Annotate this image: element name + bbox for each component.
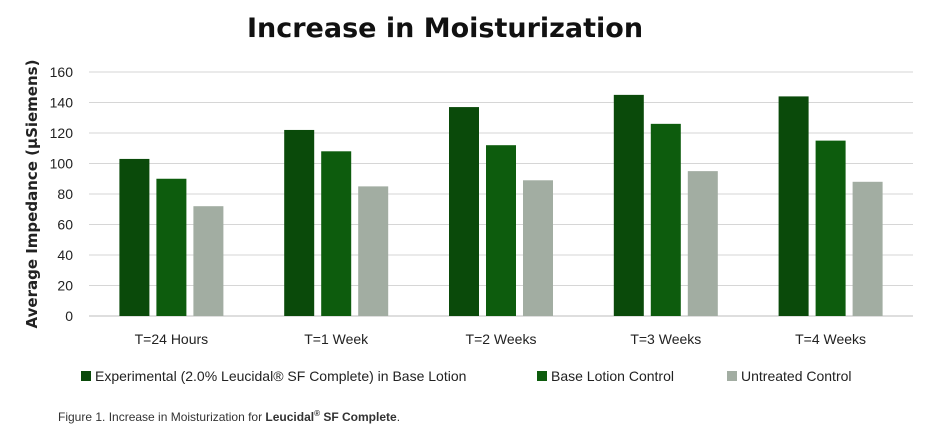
y-axis-label: Average Impedance (µSiemens) [23,60,41,329]
caption-product-name: Leucidal [265,410,315,424]
bar [321,151,352,316]
chart-title: Increase in Moisturization [247,13,643,44]
y-axis-ticks: 0 20 40 60 80 100 120 140 160 [50,64,74,324]
y-tick-label: 120 [50,125,74,141]
bar [449,107,479,316]
legend-entry: Experimental (2.0% Leucidal® SF Complete… [95,368,466,384]
bar [486,145,516,316]
bars [119,94,883,317]
x-category-label: T=2 Weeks [466,331,537,347]
y-tick-label: 60 [57,217,73,233]
x-axis-categories: T=24 Hours T=1 Week T=2 Weeks T=3 Weeks T=4 … [135,331,866,347]
bar [613,94,644,316]
legend-swatch [81,371,91,381]
caption-product-suffix: SF Complete [320,410,397,424]
caption-product: Leucidal® SF Complete [265,409,397,425]
y-tick-label: 160 [50,64,74,80]
bar [358,186,389,316]
x-category-label: T=4 Weeks [795,331,866,347]
caption-end: . [396,410,401,424]
x-category-label: T=3 Weeks [630,331,701,347]
bar [778,96,809,317]
bar-chart: Increase in Moisturization Average Imped… [23,13,913,384]
legend-entry: Base Lotion Control [551,368,674,384]
bar [193,206,224,316]
bar [523,180,553,316]
legend-swatch [727,371,737,381]
y-tick-label: 100 [50,156,74,172]
bar [650,123,681,316]
x-category-label: T=1 Week [304,331,369,347]
bar [156,178,187,316]
y-tick-label: 20 [57,278,73,294]
legend-swatch [537,371,547,381]
legend: Experimental (2.0% Leucidal® SF Complete… [81,368,852,384]
y-tick-label: 0 [65,308,73,324]
bar [815,140,846,316]
bar [119,158,150,316]
x-category-label: T=24 Hours [135,331,209,347]
legend-entry: Untreated Control [741,368,852,384]
y-tick-label: 140 [50,95,74,111]
y-tick-label: 40 [57,247,73,263]
figure-caption: Figure 1. Increase in Moisturization for… [58,409,401,425]
caption-prefix: Figure 1. Increase in Moisturization for [58,410,266,424]
bar [687,171,718,316]
bar [852,181,883,316]
caption-registered-mark: ® [314,409,321,418]
y-tick-label: 80 [57,186,73,202]
bar [284,129,315,316]
